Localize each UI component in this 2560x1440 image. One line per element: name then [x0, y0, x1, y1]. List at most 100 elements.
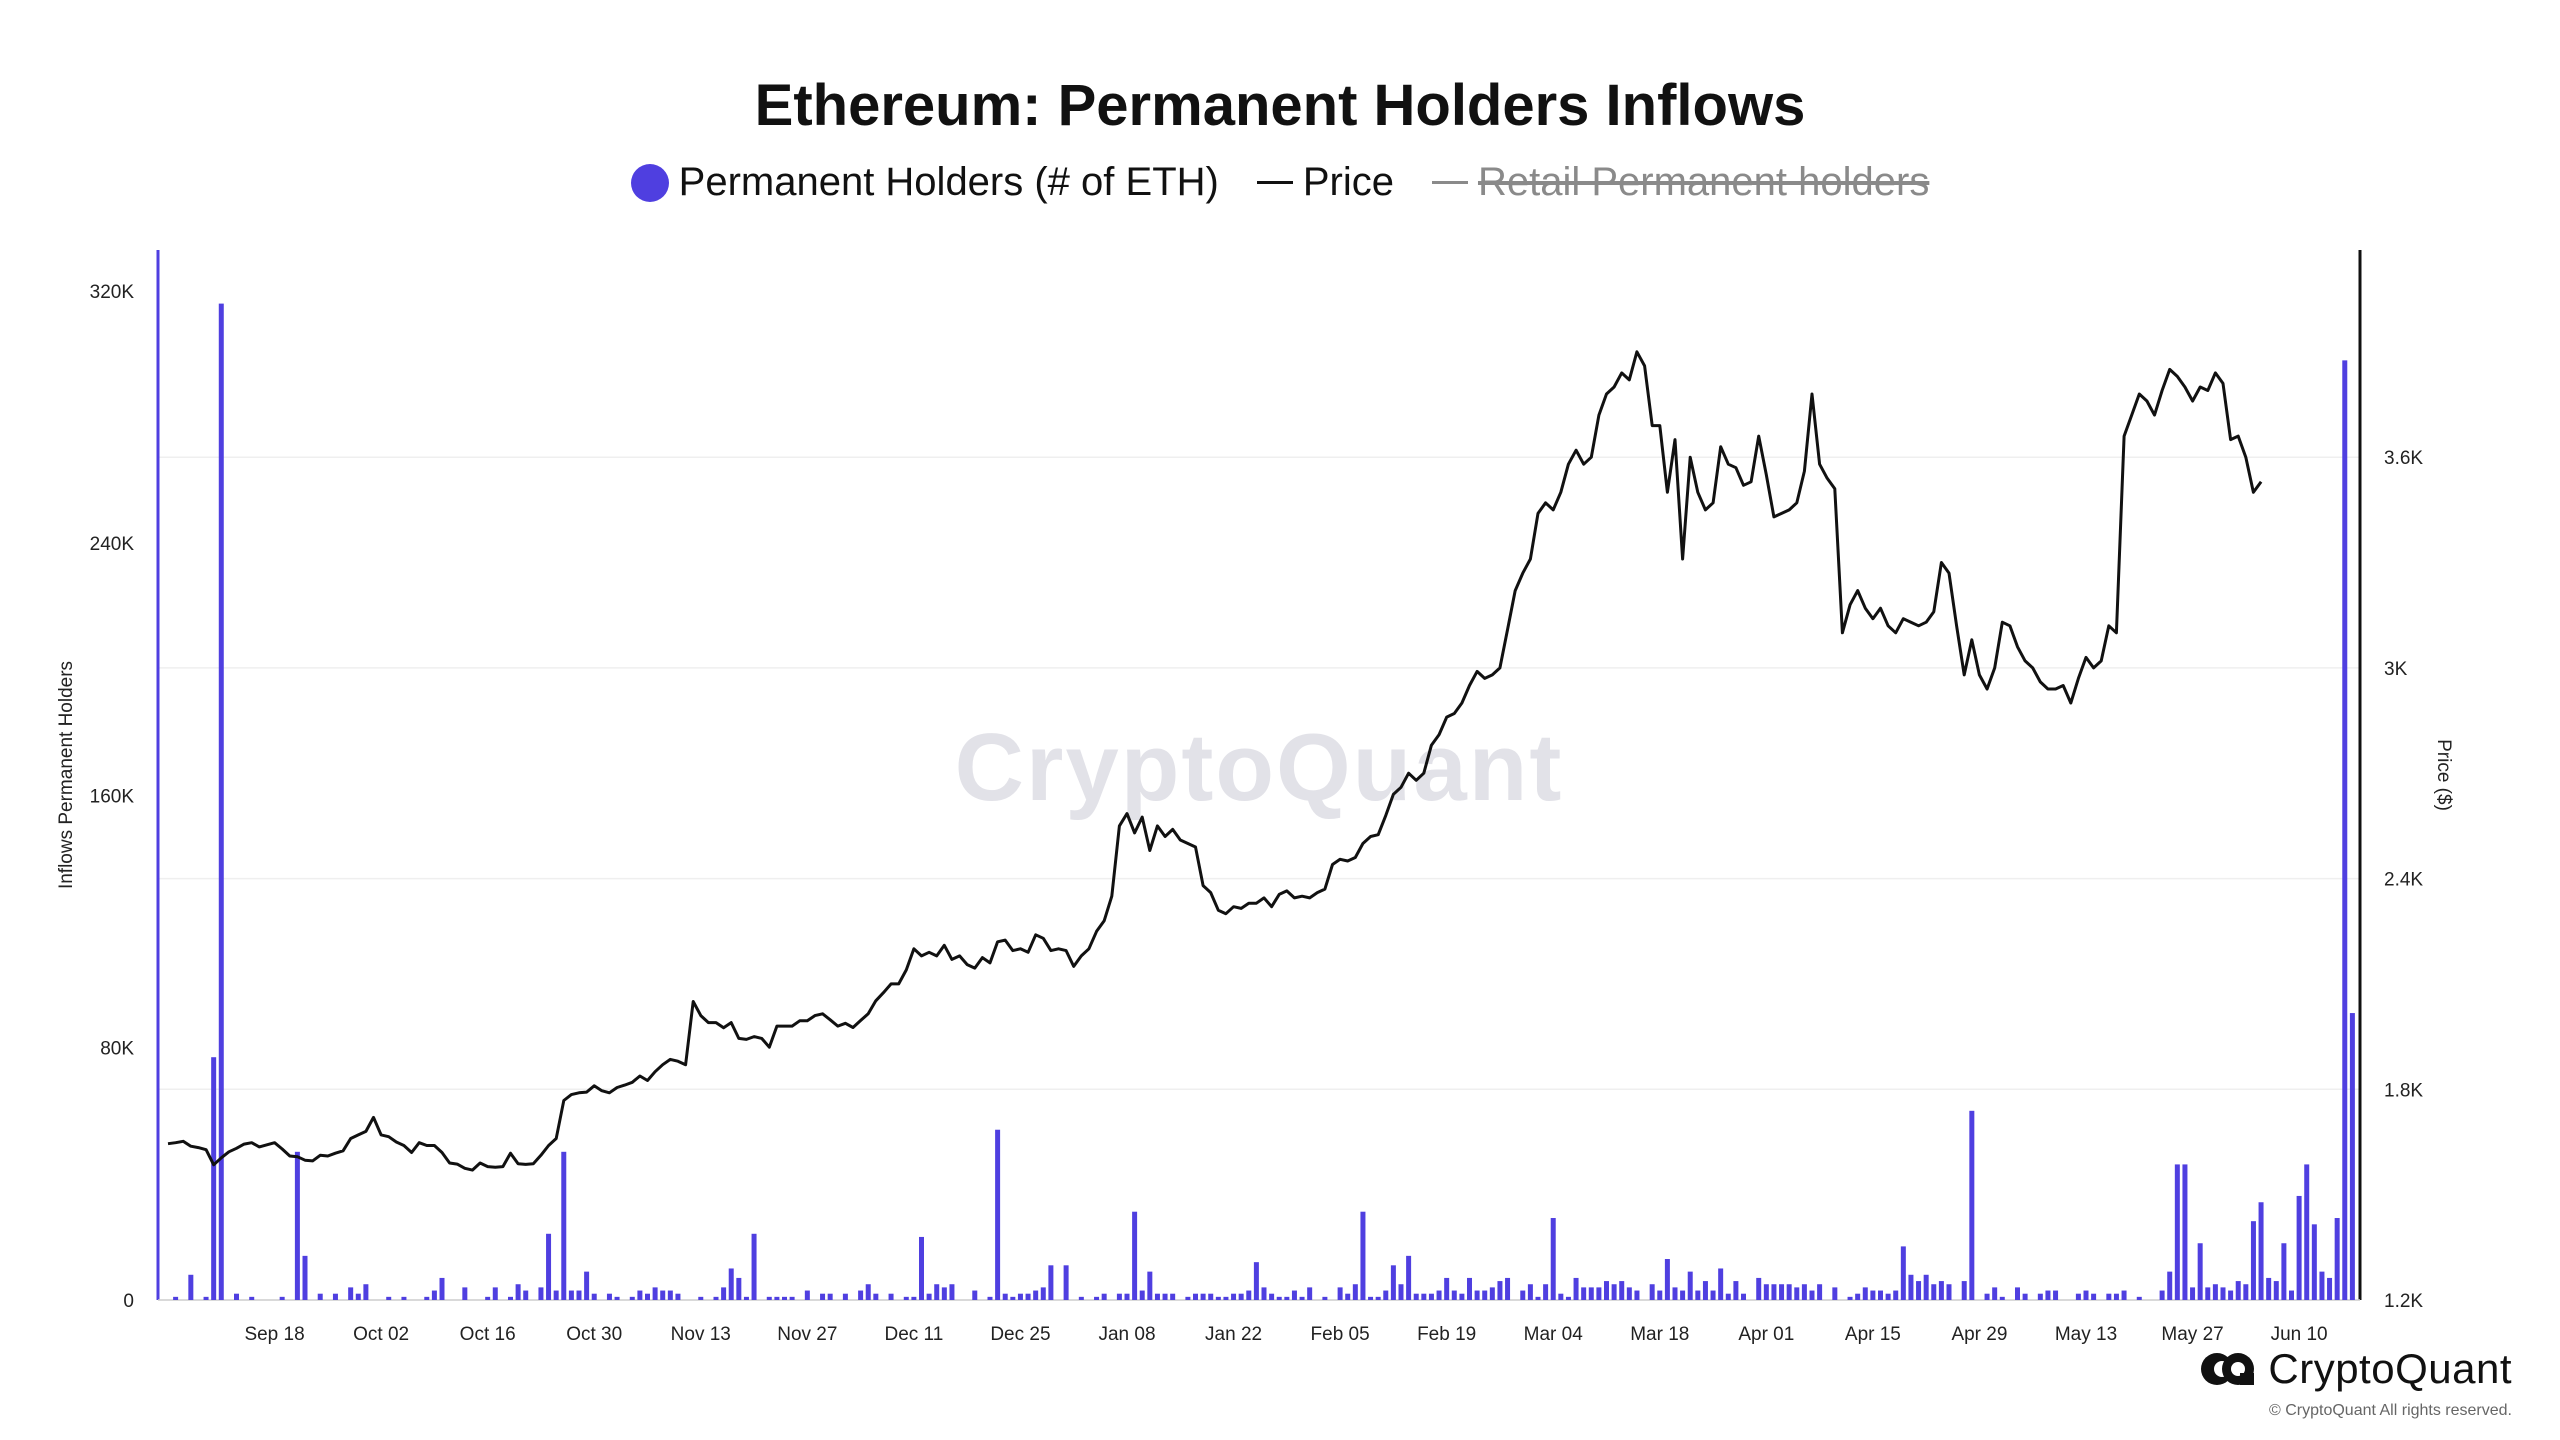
bar	[1596, 1287, 1602, 1300]
bar	[1193, 1293, 1198, 1300]
y-right-tick-label: 3K	[2384, 659, 2408, 680]
bar	[1368, 1296, 1374, 1300]
bar	[1900, 1246, 1906, 1300]
bar	[1916, 1281, 1922, 1300]
bar	[188, 1274, 194, 1300]
bar	[789, 1296, 795, 1300]
bar	[203, 1296, 209, 1300]
bar	[2235, 1281, 2241, 1300]
bar	[1817, 1284, 1823, 1300]
bar	[2212, 1284, 2218, 1300]
bar	[508, 1296, 513, 1300]
bar	[2037, 1293, 2043, 1300]
bar	[1185, 1296, 1191, 1300]
bar	[1116, 1293, 1122, 1300]
bar	[1779, 1284, 1785, 1300]
bar	[873, 1293, 879, 1300]
bar	[386, 1296, 392, 1300]
y-right-tick-label: 1.2K	[2384, 1291, 2423, 1312]
bar	[553, 1290, 559, 1300]
bar	[1505, 1277, 1511, 1300]
x-tick-label: Jun 10	[2271, 1324, 2328, 1345]
bar	[302, 1255, 308, 1300]
bar	[1832, 1287, 1838, 1300]
x-tick-label: Apr 15	[1845, 1324, 1901, 1345]
bar	[1200, 1293, 1206, 1300]
legend-line-icon	[1431, 181, 1468, 184]
bar	[1162, 1293, 1168, 1300]
bar	[561, 1151, 567, 1300]
chart-title: Ethereum: Permanent Holders Inflows	[754, 73, 1806, 138]
bar	[919, 1236, 924, 1300]
bar	[1383, 1290, 1389, 1300]
bar	[1139, 1290, 1145, 1300]
bar	[1436, 1290, 1442, 1300]
bar	[1893, 1290, 1899, 1300]
bar	[1619, 1281, 1625, 1300]
bar	[782, 1296, 787, 1300]
legend-item-retail-permanent-holders[interactable]: Retail Permanent holders	[1431, 160, 1930, 205]
bar	[1025, 1293, 1031, 1300]
y-right-tick-label: 1.8K	[2384, 1080, 2423, 1101]
y-left-tick-label: 240K	[90, 534, 135, 555]
bar	[842, 1293, 848, 1300]
bar	[1801, 1284, 1807, 1300]
bar	[1878, 1290, 1883, 1300]
bar	[1231, 1293, 1237, 1300]
bar	[1154, 1293, 1160, 1300]
bar	[1040, 1287, 1046, 1300]
bar	[492, 1287, 498, 1300]
bar	[1946, 1284, 1952, 1300]
bar	[2053, 1290, 2059, 1300]
bar	[1413, 1293, 1419, 1300]
bar	[987, 1296, 993, 1300]
x-tick-label: Mar 04	[1524, 1324, 1584, 1345]
bar	[576, 1290, 582, 1300]
bar	[1573, 1277, 1579, 1300]
bar	[584, 1271, 590, 1300]
bar	[1170, 1293, 1176, 1300]
bar	[713, 1296, 719, 1300]
bar	[1337, 1287, 1343, 1300]
bar	[1094, 1296, 1100, 1300]
cryptoquant-logo-icon	[2201, 1353, 2255, 1385]
legend-item-permanent-holders[interactable]: Permanent Holders (# of ETH)	[630, 160, 1219, 205]
bar	[2167, 1271, 2173, 1300]
bar	[1017, 1293, 1023, 1300]
bar	[1870, 1290, 1876, 1300]
bar	[462, 1287, 468, 1300]
bar	[903, 1296, 909, 1300]
x-tick-label: Nov 27	[777, 1324, 837, 1345]
x-tick-label: Apr 29	[1951, 1324, 2007, 1345]
bar	[1862, 1287, 1868, 1300]
legend-item-price[interactable]: Price	[1256, 160, 1394, 205]
bar	[934, 1284, 940, 1300]
bar	[439, 1277, 445, 1300]
bar	[2273, 1281, 2279, 1300]
x-tick-label: Oct 30	[566, 1324, 622, 1345]
bar	[1307, 1287, 1313, 1300]
bar	[2022, 1293, 2028, 1300]
bar	[2083, 1290, 2089, 1300]
bar	[1261, 1287, 1267, 1300]
bar	[1497, 1281, 1503, 1300]
brand-logo: CryptoQuant	[2200, 1345, 2512, 1393]
bar	[1984, 1293, 1990, 1300]
bar	[1033, 1290, 1039, 1300]
legend-label: Price	[1302, 160, 1394, 204]
bar	[1710, 1290, 1716, 1300]
bar	[2281, 1243, 2287, 1300]
legend-line-icon	[1256, 181, 1293, 184]
bar	[2228, 1290, 2234, 1300]
legend-dot-icon	[630, 163, 669, 202]
bar	[728, 1268, 734, 1300]
bar	[652, 1287, 658, 1300]
bar	[972, 1290, 978, 1300]
bar	[1276, 1296, 1282, 1300]
legend-label: Retail Permanent holders	[1477, 160, 1930, 204]
bar	[941, 1287, 947, 1300]
legend-label: Permanent Holders (# of ETH)	[678, 160, 1219, 204]
x-tick-label: Dec 25	[990, 1324, 1050, 1345]
bar	[1208, 1293, 1214, 1300]
